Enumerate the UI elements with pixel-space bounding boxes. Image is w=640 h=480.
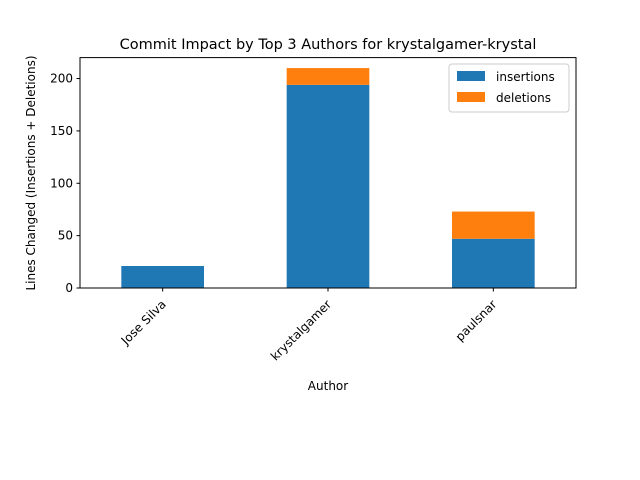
y-tick-label: 100 [50,176,73,190]
bar-insertions-1 [286,84,370,288]
y-tick-label: 50 [58,229,73,243]
y-tick-label: 150 [50,124,73,138]
y-tick-label: 200 [50,72,73,86]
y-axis: 0 50 100 150 200 [50,72,80,295]
legend-label-deletions: deletions [496,91,551,105]
y-tick-label: 0 [65,281,73,295]
legend-swatch-insertions [457,71,485,81]
legend: insertions deletions [448,63,570,113]
bar-insertions-0 [121,266,204,288]
bar-deletions-1 [286,68,370,85]
x-axis-label: Author [308,379,348,393]
bar-insertions-2 [452,238,535,288]
x-tick-label: Jose Silva [118,297,169,348]
x-axis: Jose Silva krystalgamer paulsnar [118,288,500,363]
y-axis-label: Lines Changed (Insertions + Deletions) [24,55,38,290]
chart-title: Commit Impact by Top 3 Authors for kryst… [120,37,537,53]
x-tick-label: paulsnar [453,297,500,344]
legend-swatch-deletions [457,92,485,102]
x-tick-label: krystalgamer [268,297,334,363]
plot-frame [79,57,577,289]
bar-deletions-2 [452,211,535,239]
legend-label-insertions: insertions [496,70,555,84]
bars-layer [121,68,535,288]
